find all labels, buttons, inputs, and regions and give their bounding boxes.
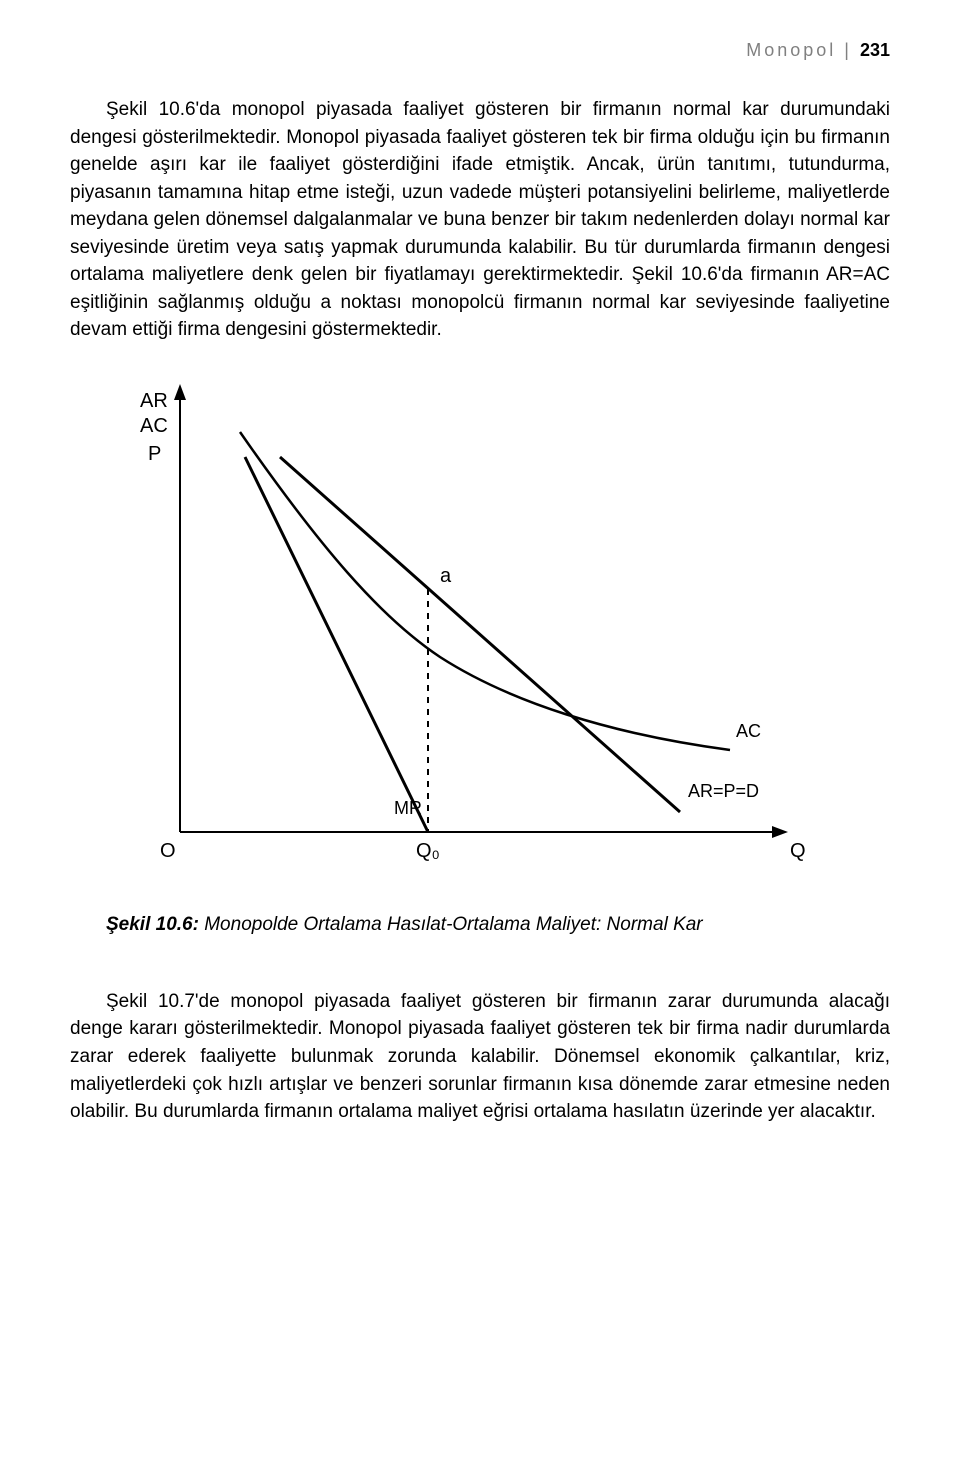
y-axis-label-ac: AC (140, 415, 168, 437)
ar-line (280, 457, 680, 812)
x-axis-arrow (772, 826, 788, 838)
mr-line (245, 457, 428, 832)
header-title: Monopol (746, 40, 836, 60)
caption-text: Monopolde Ortalama Hasılat-Ortalama Mali… (199, 914, 703, 935)
y-axis-label-p: P (148, 443, 161, 465)
mr-line-label: MR (394, 798, 422, 818)
figure-caption: Şekil 10.6: Monopolde Ortalama Hasılat-O… (106, 914, 890, 936)
q0-label: Q₀ (416, 840, 440, 862)
ar-line-label: AR=P=D (688, 781, 759, 801)
paragraph-1: Şekil 10.6'da monopol piyasada faaliyet … (70, 96, 890, 344)
y-axis-arrow (174, 384, 186, 400)
origin-label: O (160, 840, 176, 862)
header-sep: | (836, 40, 860, 60)
page-number: 231 (860, 40, 890, 60)
y-axis-label-ar: AR (140, 390, 168, 412)
ac-curve (240, 432, 730, 750)
point-a-label: a (440, 565, 452, 587)
page-header: Monopol | 231 (70, 40, 890, 61)
figure-10-6: AR AC P O Q₀ Q AC AR=P=D MR a (70, 372, 890, 892)
paragraph-2: Şekil 10.7'de monopol piyasada faaliyet … (70, 988, 890, 1126)
ac-curve-label: AC (736, 721, 761, 741)
x-axis-label: Q (790, 840, 806, 862)
caption-label: Şekil 10.6: (106, 914, 199, 935)
monopoly-diagram: AR AC P O Q₀ Q AC AR=P=D MR a (110, 372, 820, 892)
